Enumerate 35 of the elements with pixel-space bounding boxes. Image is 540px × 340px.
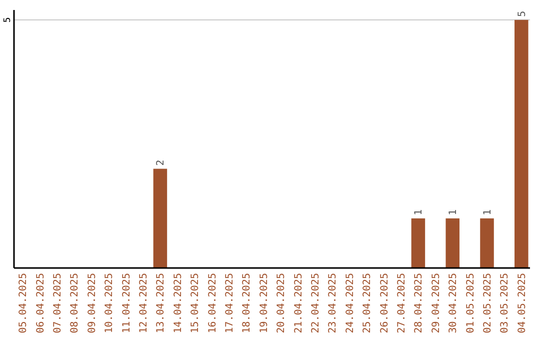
x-tick-label: 14.04.2025 bbox=[172, 273, 184, 334]
x-tick-label: 28.04.2025 bbox=[414, 273, 425, 334]
x-tick-label: 12.04.2025 bbox=[138, 273, 150, 334]
x-tick-label: 25.04.2025 bbox=[362, 273, 374, 334]
x-tick-label: 13.04.2025 bbox=[156, 273, 167, 334]
data-label: 1 bbox=[448, 209, 460, 216]
x-tick-label: 01.05.2025 bbox=[465, 273, 476, 334]
x-tick-label: 08.04.2025 bbox=[70, 273, 81, 334]
x-tick-label: 05.04.2025 bbox=[18, 273, 30, 334]
x-tick-label: 06.04.2025 bbox=[35, 273, 46, 334]
data-label: 5 bbox=[516, 10, 528, 17]
data-label: 1 bbox=[482, 209, 494, 216]
x-tick-label: 11.04.2025 bbox=[121, 273, 132, 334]
x-tick-label: 04.05.2025 bbox=[516, 273, 528, 334]
x-tick-label: 27.04.2025 bbox=[396, 273, 408, 334]
x-tick-label: 10.04.2025 bbox=[104, 273, 116, 334]
x-tick-label: 29.04.2025 bbox=[430, 273, 442, 334]
x-tick-label: 07.04.2025 bbox=[52, 273, 64, 334]
x-tick-label: 24.04.2025 bbox=[344, 273, 356, 334]
data-label: 2 bbox=[156, 160, 167, 166]
x-tick-label: 20.04.2025 bbox=[276, 273, 288, 334]
x-tick-label: 21.04.2025 bbox=[293, 273, 304, 334]
data-label: 1 bbox=[414, 209, 425, 216]
x-tick-label: 22.04.2025 bbox=[310, 273, 322, 334]
x-tick-label: 02.05.2025 bbox=[482, 273, 494, 334]
x-tick-label: 26.04.2025 bbox=[379, 273, 390, 334]
x-tick-label: 15.04.2025 bbox=[190, 273, 202, 334]
x-tick-label: 17.04.2025 bbox=[224, 273, 236, 334]
x-tick-label: 16.04.2025 bbox=[207, 273, 218, 334]
x-tick-label: 19.04.2025 bbox=[258, 273, 270, 334]
x-tick-label: 23.04.2025 bbox=[328, 273, 339, 334]
x-tick-label: 03.05.2025 bbox=[500, 273, 511, 334]
x-tick-label: 18.04.2025 bbox=[242, 273, 253, 334]
x-tick-label: 09.04.2025 bbox=[86, 273, 98, 334]
x-tick-label: 30.04.2025 bbox=[448, 273, 460, 334]
